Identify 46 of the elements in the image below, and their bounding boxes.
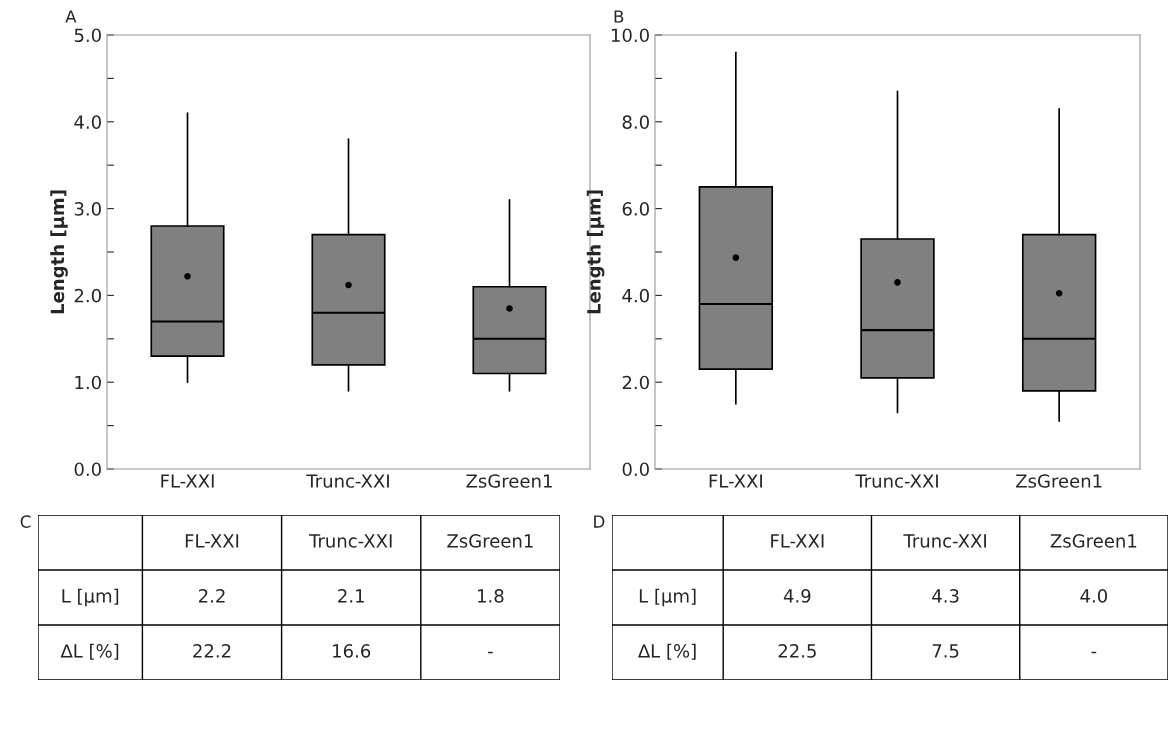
text: - — [488, 651, 493, 654]
y-tick-label: 0.0 — [74, 462, 101, 477]
text: C — [20, 515, 31, 528]
category-label: Trunc-XXI — [309, 534, 392, 548]
text: 22.2 — [193, 644, 231, 658]
x-tick-label: ZsGreen1 — [466, 474, 552, 488]
text: 7.5 — [932, 644, 959, 658]
category-label: ∆L [%] — [637, 643, 696, 660]
y-tick-label: 5.0 — [74, 28, 101, 43]
text: 2.1 — [338, 589, 364, 603]
category-label: FL-XXI — [185, 534, 239, 548]
x-tick-label: Trunc-XXI — [855, 474, 938, 488]
text: 1.8 — [478, 589, 504, 603]
y-tick-label: 2.0 — [622, 375, 649, 390]
category-label: ZsGreen1 — [447, 534, 533, 548]
text: - — [1091, 651, 1097, 654]
x-tick-label: Trunc-XXI — [306, 474, 389, 488]
y-tick-label: 10.0 — [611, 28, 649, 43]
text: 4.3 — [932, 589, 959, 603]
y-tick-label: 4.0 — [622, 288, 649, 303]
text: 16.6 — [333, 644, 371, 658]
text: 4.9 — [783, 589, 811, 603]
y-tick-label: 6.0 — [622, 202, 649, 216]
y-axis-title: Length [µm] — [586, 190, 605, 314]
text: 4.0 — [1080, 589, 1108, 603]
text: 2.2 — [198, 589, 225, 603]
text: 22.5 — [778, 644, 816, 658]
chart-title: B — [614, 10, 624, 23]
category-label: L [µm] — [639, 588, 696, 607]
x-tick-label: FL-XXI — [709, 474, 762, 488]
category-label: Trunc-XXI — [903, 534, 986, 548]
x-tick-label: FL-XXI — [161, 474, 214, 488]
category-label: ZsGreen1 — [1050, 534, 1137, 548]
chart-title: A — [65, 10, 77, 23]
category-label: L [µm] — [62, 588, 119, 607]
x-tick-label: ZsGreen1 — [1016, 474, 1102, 488]
y-axis-title: Length [µm] — [50, 190, 68, 314]
y-tick-label: 2.0 — [74, 288, 101, 303]
category-label: FL-XXI — [771, 534, 824, 548]
y-tick-label: 3.0 — [74, 202, 101, 216]
category-label: ∆L [%] — [60, 643, 119, 660]
text: D — [594, 515, 605, 528]
y-tick-label: 4.0 — [74, 115, 101, 129]
y-tick-label: 1.0 — [75, 375, 101, 390]
y-tick-label: 8.0 — [622, 115, 649, 129]
y-tick-label: 0.0 — [622, 462, 649, 477]
